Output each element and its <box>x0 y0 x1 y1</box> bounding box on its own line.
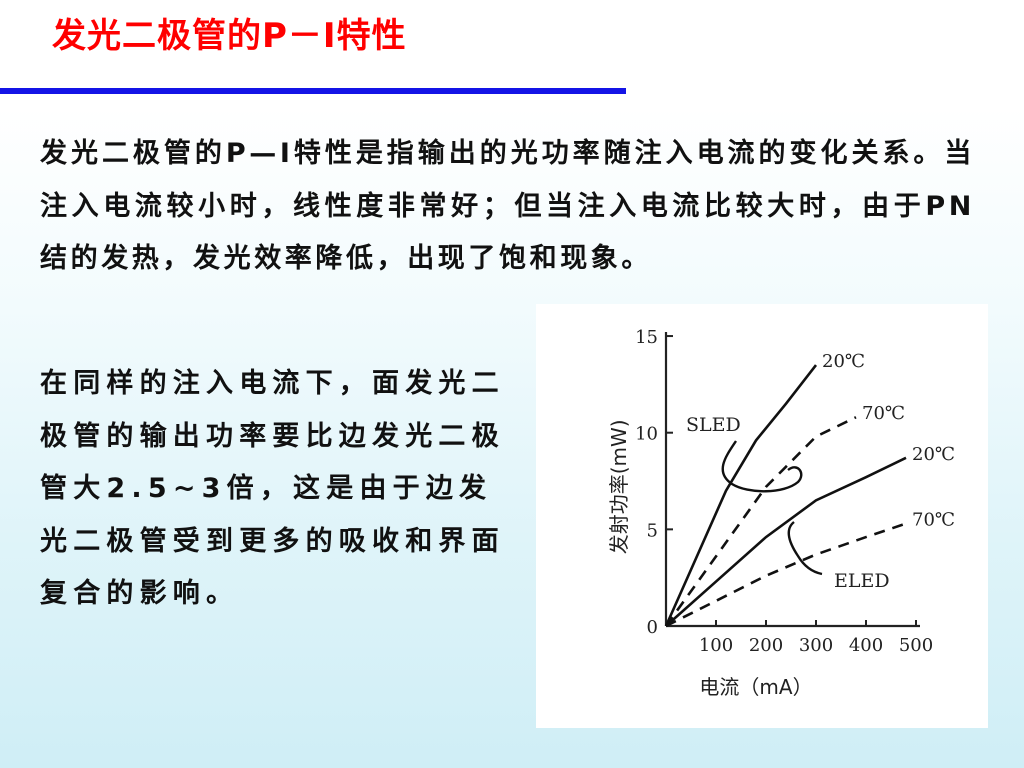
paragraph-p-i-definition: 发光二极管的P—I特性是指输出的光功率随注入电流的变化关系。当注入电流较小时，线… <box>40 138 975 274</box>
p-i-chart: 0 5 10 15 100 200 300 400 500 电流（mA） 发射功率(mW) 20℃ 70… <box>607 327 955 699</box>
sled-label: SLED <box>686 414 741 436</box>
x-tick-label: 200 <box>749 635 783 656</box>
sled-20c-curve <box>664 364 818 627</box>
y-tick-label: 0 <box>647 617 658 638</box>
paragraph-sled-vs-eled: 在同样的注入电流下，面发光二极管的输出功率要比边发光二极管大2.5~3倍，这是由… <box>40 368 505 609</box>
temperature-label: 70℃ <box>912 510 955 531</box>
x-tick-label: 400 <box>849 635 883 656</box>
y-tick-label: 5 <box>647 520 658 541</box>
y-axis-title: 发射功率(mW) <box>607 419 631 554</box>
chart-axes <box>664 332 920 628</box>
x-axis-title: 电流（mA） <box>699 675 812 699</box>
y-tick-label: 15 <box>635 327 658 348</box>
eled-70c-curve <box>665 522 907 628</box>
temperature-label: 20℃ <box>912 444 955 465</box>
y-tick-label: 10 <box>635 424 658 445</box>
x-tick-label: 300 <box>799 635 833 656</box>
x-tick-label: 100 <box>699 635 733 656</box>
p-i-characteristic-figure: 0 5 10 15 100 200 300 400 500 电流（mA） 发射功率(mW) 20℃ 70… <box>536 304 988 728</box>
eled-label: ELED <box>834 570 890 592</box>
slide-title: 发光二极管的P－I特性 <box>52 16 407 56</box>
chart-curves <box>664 364 907 628</box>
sled-bracket <box>721 440 803 493</box>
title-underline <box>0 88 626 94</box>
x-tick-label: 500 <box>899 635 933 656</box>
eled-20c-curve <box>665 456 907 627</box>
sled-70c-curve <box>664 416 857 627</box>
chart-labels: 0 5 10 15 100 200 300 400 500 电流（mA） 发射功率(mW) 20℃ 70… <box>607 327 955 699</box>
temperature-label: 70℃ <box>862 403 905 424</box>
temperature-label: 20℃ <box>822 351 865 372</box>
eled-bracket <box>787 521 823 576</box>
